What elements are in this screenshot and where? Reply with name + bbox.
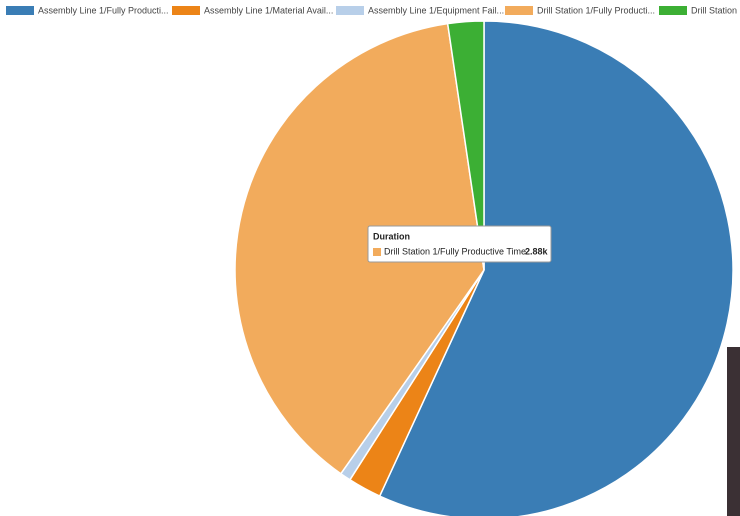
legend-swatch (505, 6, 533, 15)
tooltip-title: Duration (373, 231, 410, 241)
legend-label: Assembly Line 1/Equipment Fail... (368, 5, 504, 15)
legend-label: Drill Station 1/Fully Producti... (537, 5, 655, 15)
pie-slice (378, 20, 734, 516)
legend-label: Assembly Line 1/Fully Producti... (38, 5, 169, 15)
tooltip-name: Drill Station 1/Fully Productive Time (384, 246, 526, 256)
legend-swatch (6, 6, 34, 15)
legend-swatch (172, 6, 200, 15)
tooltip-value: 2.88k (525, 246, 549, 256)
pie (234, 20, 734, 516)
tooltip-swatch (373, 248, 381, 256)
pie-slice (234, 22, 485, 475)
webcam-overlay (727, 347, 740, 516)
tooltip-box (367, 225, 552, 263)
pie-slice (446, 20, 485, 271)
legend: Assembly Line 1/Fully Producti... Assembl… (6, 5, 740, 15)
legend-swatch (336, 6, 364, 15)
legend-label: Drill Station 1 (691, 5, 740, 15)
legend-swatch (659, 6, 687, 15)
legend-label: Assembly Line 1/Material Avail... (204, 5, 333, 15)
tooltip: Duration Drill Station 1/Fully Productiv… (367, 225, 552, 263)
